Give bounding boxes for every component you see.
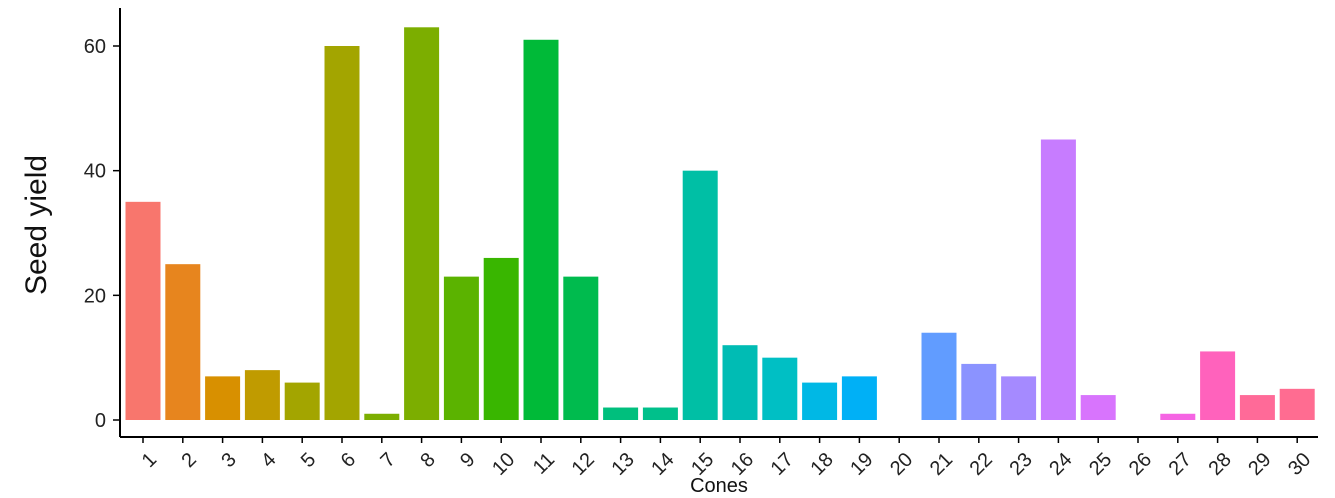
bar-11: [523, 39, 559, 421]
bar-19: [841, 376, 877, 420]
x-tick-label-8: 8: [416, 449, 439, 472]
x-tick-label-10: 10: [488, 449, 519, 480]
bar-27: [1160, 413, 1196, 420]
bar-13: [603, 407, 639, 420]
bar-28: [1200, 351, 1236, 420]
x-tick-label-11: 11: [529, 449, 559, 479]
y-axis-title: Seed yield: [20, 155, 53, 295]
bar-15: [682, 170, 718, 420]
bar-1: [125, 201, 161, 420]
bar-30: [1279, 388, 1315, 420]
bar-4: [244, 370, 280, 420]
x-tick-label-4: 4: [257, 449, 280, 472]
x-tick-label-7: 7: [377, 449, 400, 472]
bar-24: [1040, 139, 1076, 420]
x-tick-label-23: 23: [1005, 449, 1036, 480]
x-tick-label-26: 26: [1125, 449, 1156, 480]
x-axis-ticks: 1 2 3 4 5 6 7 8 9 10 11 12 13 14 15 16 17 18 19 20 21 22 23 24 2…: [138, 437, 1315, 480]
x-axis-title: Cones: [690, 475, 748, 497]
x-tick-label-1: 1: [138, 449, 161, 472]
x-tick-label-30: 30: [1284, 449, 1315, 480]
bar-29: [1239, 395, 1275, 420]
bar-14: [642, 407, 678, 420]
bar-9: [443, 276, 479, 420]
bar-21: [921, 332, 957, 420]
bar-6: [324, 46, 360, 420]
x-tick-label-18: 18: [806, 449, 837, 480]
x-tick-label-24: 24: [1045, 449, 1076, 480]
y-axis-ticks: 0 20 40 60: [84, 36, 120, 432]
bar-22: [961, 363, 997, 420]
bar-18: [802, 382, 838, 420]
bars-group: [125, 27, 1315, 421]
x-tick-label-25: 25: [1085, 449, 1116, 480]
bar-8: [404, 27, 440, 421]
y-tick-label-0: 0: [95, 410, 106, 432]
x-tick-label-13: 13: [607, 449, 638, 480]
x-tick-label-14: 14: [647, 449, 678, 480]
x-tick-label-20: 20: [886, 449, 917, 480]
bar-16: [722, 345, 758, 420]
bar-23: [1001, 376, 1037, 420]
bar-7: [364, 413, 400, 420]
x-tick-label-9: 9: [456, 449, 479, 472]
x-tick-label-19: 19: [846, 449, 877, 480]
x-tick-label-12: 12: [568, 449, 599, 480]
y-tick-label-40: 40: [84, 161, 106, 183]
bar-12: [563, 276, 599, 420]
bar-5: [284, 382, 320, 420]
x-tick-label-27: 27: [1165, 449, 1196, 480]
x-tick-label-3: 3: [217, 449, 240, 472]
x-tick-label-28: 28: [1204, 449, 1235, 480]
x-tick-label-6: 6: [337, 449, 360, 472]
x-tick-label-2: 2: [178, 449, 201, 472]
x-tick-label-22: 22: [966, 449, 997, 480]
x-tick-label-5: 5: [297, 449, 320, 472]
bar-25: [1080, 395, 1116, 420]
bar-10: [483, 257, 519, 420]
bar-3: [205, 376, 241, 420]
x-tick-label-21: 21: [926, 449, 957, 480]
y-tick-label-20: 20: [84, 285, 106, 307]
x-tick-label-17: 17: [767, 449, 798, 480]
bar-17: [762, 357, 798, 420]
y-tick-label-60: 60: [84, 36, 106, 58]
x-tick-label-29: 29: [1244, 449, 1275, 480]
bar-2: [165, 264, 201, 420]
